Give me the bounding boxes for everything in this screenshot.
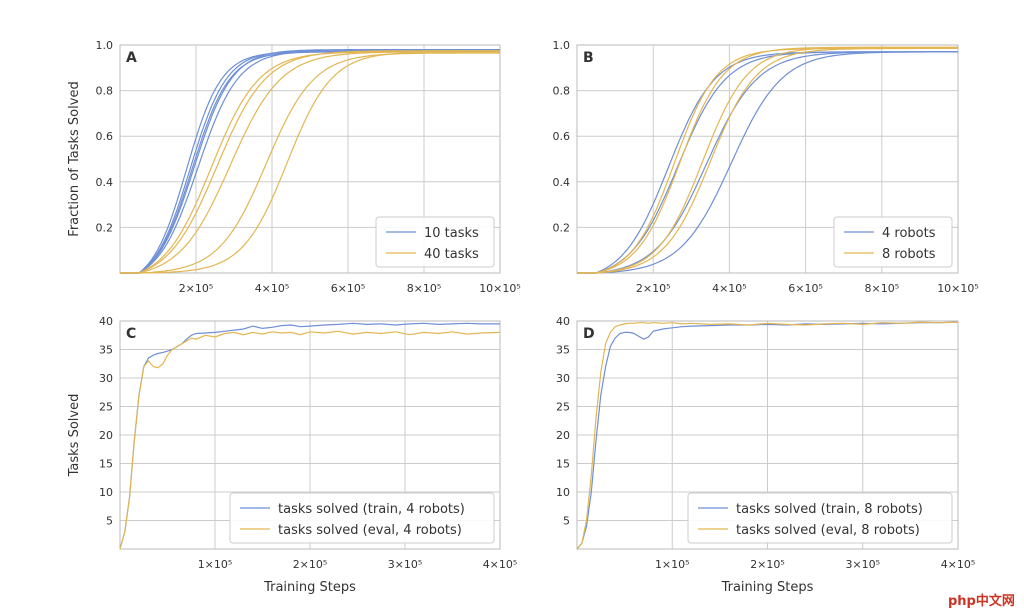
panel-b-series-line-6 [577, 46, 958, 274]
panel-d-ytick-label-0: 5 [563, 515, 570, 528]
panel-b-ytick-label-1: 0.4 [553, 176, 571, 189]
panel-a-xtick-label-4: 10×10⁵ [479, 282, 521, 295]
panel-a-legend-label-1: 40 tasks [424, 247, 479, 262]
panel-c: 1×10⁵ 2×10⁵ 3×10⁵ 4×10⁵ 5 10 15 20 25 30 35 40 C Task… [67, 315, 517, 595]
panel-a-xtick-label-0: 2×10⁵ [179, 282, 214, 295]
panel-d-ytick-label-6: 35 [556, 344, 570, 357]
panel-d-frame [576, 320, 959, 550]
panel-c-xtick-label-0: 1×10⁵ [198, 558, 233, 571]
panel-d-letter: D [583, 326, 595, 342]
panel-d-ytick-label-5: 30 [556, 372, 570, 385]
panel-b-ytick-label-3: 0.8 [553, 85, 571, 98]
panel-d-legend-box [687, 492, 953, 544]
panel-d-xtick-label-2: 3×10⁵ [845, 558, 880, 571]
panel-d-legend-label-1: tasks solved (eval, 8 robots) [736, 523, 920, 538]
panel-a-series-line-9 [120, 51, 500, 274]
panel-b-legend-label-0: 4 robots [882, 226, 936, 241]
panel-c-series-line-0 [119, 322, 500, 550]
panel-b-xtick-label-1: 4×10⁵ [712, 282, 747, 295]
panel-b-xtick-label-0: 2×10⁵ [636, 282, 671, 295]
panel-c-legend: tasks solved (train, 4 robots) tasks solv… [229, 492, 495, 544]
panel-d-legend: tasks solved (train, 8 robots) tasks solv… [687, 492, 953, 544]
panel-c-ytick-label-7: 40 [99, 315, 113, 328]
panel-c-legend-box [229, 492, 495, 544]
panel-d-ytick-label-1: 10 [556, 486, 570, 499]
panel-c-ytick-label-4: 25 [99, 401, 113, 414]
panel-b-frame [576, 44, 959, 274]
panel-a-series-line-2 [120, 49, 500, 274]
panel-c-xtick-label-1: 2×10⁵ [293, 558, 328, 571]
panel-b-ytick-label-4: 1.0 [553, 39, 571, 52]
panel-b-series-line-7 [577, 47, 958, 274]
panel-d-ytick-label-4: 25 [556, 401, 570, 414]
panel-a-xtick-label-3: 8×10⁵ [407, 282, 442, 295]
panel-a-ytick-label-3: 0.8 [96, 85, 114, 98]
panel-c-legend-label-1: tasks solved (eval, 4 robots) [278, 523, 462, 538]
panel-b-ytick-label-0: 0.2 [553, 221, 571, 234]
panel-c-ytick-label-2: 15 [99, 458, 113, 471]
panel-a: 2×10⁵ 4×10⁵ 6×10⁵ 8×10⁵ 10×10⁵ 0.2 0.4 0.6 0.8 1.… [67, 39, 521, 295]
panel-b-legend-label-1: 8 robots [882, 247, 936, 262]
panel-c-letter: C [126, 326, 136, 342]
panel-d-xtick-label-1: 2×10⁵ [750, 558, 785, 571]
panel-a-ytick-label-1: 0.4 [96, 176, 114, 189]
panel-d-legend-label-0: tasks solved (train, 8 robots) [736, 502, 923, 517]
panel-a-legend-label-0: 10 tasks [424, 226, 479, 241]
panel-b-ytick-label-2: 0.6 [553, 130, 571, 143]
panel-a-letter: A [126, 50, 137, 66]
panel-a-ytick-label-0: 0.2 [96, 221, 114, 234]
panel-d-ytick-label-7: 40 [556, 315, 570, 328]
panel-d-xtick-label-0: 1×10⁵ [655, 558, 690, 571]
panel-b-legend: 4 robots 8 robots [833, 216, 953, 268]
panel-d-xtick-label-3: 4×10⁵ [941, 558, 976, 571]
panel-c-legend-label-0: tasks solved (train, 4 robots) [278, 502, 465, 517]
panel-c-ytick-label-6: 35 [99, 344, 113, 357]
panel-a-frame [119, 44, 501, 274]
panel-b-xtick-label-2: 6×10⁵ [788, 282, 823, 295]
panel-c-xtick-label-2: 3×10⁵ [388, 558, 423, 571]
panel-c-ytick-label-0: 5 [106, 515, 113, 528]
panel-c-xlabel: Training Steps [263, 580, 356, 595]
panel-b-series-line-3 [577, 51, 958, 274]
panel-a-xtick-label-1: 4×10⁵ [255, 282, 290, 295]
panel-c-ylabel: Tasks Solved [67, 394, 82, 478]
panel-c-frame [119, 320, 501, 550]
panel-b-xtick-label-3: 8×10⁵ [864, 282, 899, 295]
watermark-text: php中文网 [948, 593, 1015, 609]
panel-d-xlabel: Training Steps [721, 580, 814, 595]
panel-c-xtick-label-3: 4×10⁵ [483, 558, 518, 571]
panel-b: 2×10⁵ 4×10⁵ 6×10⁵ 8×10⁵ 10×10⁵ 0.2 0.4 0.6 0.8 1.… [553, 39, 979, 295]
panel-d: 1×10⁵ 2×10⁵ 3×10⁵ 4×10⁵ 5 10 15 20 25 30 35 40 D Trai… [556, 315, 975, 595]
panel-d-series-line-1 [576, 321, 959, 550]
panel-b-xtick-label-4: 10×10⁵ [937, 282, 979, 295]
panel-a-legend: 10 tasks 40 tasks [375, 216, 495, 268]
panel-a-ytick-label-2: 0.6 [96, 130, 114, 143]
panel-d-ytick-label-2: 15 [556, 458, 570, 471]
panel-b-legend-box [833, 216, 953, 268]
panel-d-ytick-label-3: 20 [556, 429, 570, 442]
panel-a-xtick-label-2: 6×10⁵ [331, 282, 366, 295]
panel-c-ytick-label-1: 10 [99, 486, 113, 499]
panel-a-series-line-8 [120, 52, 500, 274]
panel-c-ytick-label-3: 20 [99, 429, 113, 442]
panel-a-ytick-label-4: 1.0 [96, 39, 114, 52]
panel-a-ylabel: Fraction of Tasks Solved [67, 81, 82, 236]
watermark: php中文网 [943, 590, 1021, 610]
panel-a-legend-box [375, 216, 495, 268]
panel-c-ytick-label-5: 30 [99, 372, 113, 385]
panel-c-series-line-1 [119, 330, 501, 550]
panel-b-letter: B [583, 50, 594, 66]
